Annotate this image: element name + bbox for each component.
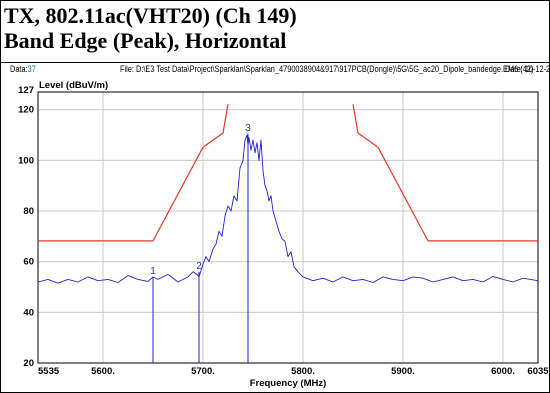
x-tick-label: 5900. bbox=[391, 366, 415, 377]
y-tick-label: 60 bbox=[23, 257, 34, 268]
x-axis-label: Frequency (MHz) bbox=[250, 378, 327, 389]
y-axis-label: Level (dBuV/m) bbox=[39, 80, 108, 91]
plot-area bbox=[37, 91, 539, 364]
y-tick-label: 100 bbox=[18, 155, 34, 166]
x-tick-label: 5600. bbox=[91, 366, 115, 377]
marker-label: 1 bbox=[150, 266, 156, 277]
data-value: 37 bbox=[27, 64, 36, 74]
title-line-1: TX, 802.11ac(VHT20) (Ch 149) bbox=[4, 3, 297, 28]
data-readout: Data:37 bbox=[10, 64, 36, 74]
data-label: Data: bbox=[10, 64, 28, 74]
chart-markers: 1 2 3 bbox=[150, 123, 251, 363]
x-tick-label: 6035 bbox=[527, 366, 549, 377]
y-tick-label: 127 bbox=[18, 85, 34, 96]
file-path: File: D:\E3 Test Data\Project\Sparklan\S… bbox=[120, 64, 534, 74]
y-tick-label: 80 bbox=[23, 206, 34, 217]
limit-line bbox=[352, 104, 538, 242]
x-tick-label: 6000. bbox=[491, 366, 515, 377]
y-tick-label: 40 bbox=[23, 307, 34, 318]
marker-label: 2 bbox=[196, 261, 202, 272]
x-tick-label: 5800. bbox=[291, 366, 315, 377]
y-tick-label: 120 bbox=[18, 105, 34, 116]
date-label: Date: 10-12-2021 bbox=[505, 64, 550, 74]
figure-title: TX, 802.11ac(VHT20) (Ch 149) Band Edge (… bbox=[4, 3, 297, 53]
y-tick-label: 20 bbox=[23, 358, 34, 369]
chart-series bbox=[37, 104, 539, 284]
x-tick-label: 5700. bbox=[191, 366, 215, 377]
marker-label: 3 bbox=[245, 123, 251, 134]
chart-ticks: 5535 5600. 5700. 5800. 5900. 6000. 6035 20 40 60 8… bbox=[18, 85, 549, 377]
measurement-trace bbox=[37, 134, 539, 284]
chart-grid bbox=[38, 92, 538, 363]
x-tick-label: 5535 bbox=[38, 366, 60, 377]
title-line-2: Band Edge (Peak), Horizontal bbox=[4, 28, 287, 53]
limit-line bbox=[38, 104, 229, 242]
title-separator bbox=[0, 62, 550, 63]
